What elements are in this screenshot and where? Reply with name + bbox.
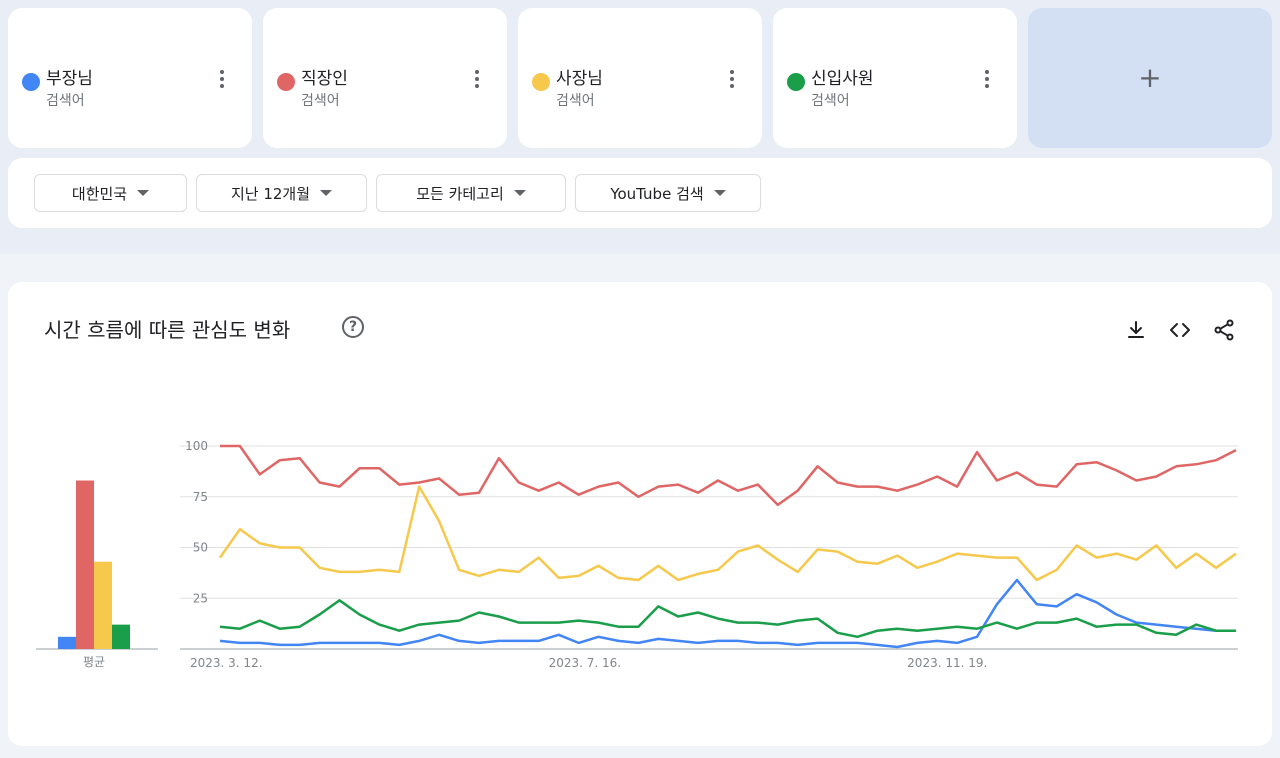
filter-bar: 대한민국 지난 12개월 모든 카테고리 YouTube 검색	[8, 158, 1272, 228]
term-color-dot	[277, 73, 295, 91]
plus-icon: +	[1138, 61, 1162, 94]
region-filter[interactable]: 대한민국	[34, 174, 187, 212]
term-card-3[interactable]: 신입사원 검색어	[773, 8, 1017, 148]
y-tick-label: 25	[193, 591, 208, 605]
series-line-3	[219, 599, 1236, 639]
more-vert-icon[interactable]	[212, 68, 232, 90]
category-filter[interactable]: 모든 카테고리	[376, 174, 566, 212]
share-icon[interactable]	[1212, 318, 1236, 342]
term-type: 검색어	[811, 93, 850, 109]
x-tick-label: 2023. 7. 16.	[549, 656, 622, 670]
average-bar-1	[76, 480, 94, 649]
term-color-dot	[532, 73, 550, 91]
more-vert-icon[interactable]	[977, 68, 997, 90]
y-tick-label: 100	[185, 439, 208, 453]
series-line-0	[219, 578, 1236, 649]
term-card-2[interactable]: 사장님 검색어	[518, 8, 762, 148]
search-type-filter[interactable]: YouTube 검색	[575, 174, 761, 212]
term-color-dot	[787, 73, 805, 91]
average-bar-0	[58, 636, 76, 649]
average-bar-2	[94, 561, 112, 649]
y-tick-label: 75	[193, 490, 208, 504]
time-range-filter-label: 지난 12개월	[230, 184, 311, 203]
caret-down-icon	[513, 190, 526, 196]
term-color-dot	[22, 73, 40, 91]
embed-icon[interactable]	[1168, 318, 1192, 342]
download-icon[interactable]	[1124, 318, 1148, 342]
series-line-2	[218, 485, 1237, 582]
x-tick-label: 2023. 11. 19.	[907, 656, 987, 670]
time-range-filter[interactable]: 지난 12개월	[196, 174, 367, 212]
help-icon[interactable]: ?	[342, 316, 364, 338]
more-vert-icon[interactable]	[722, 68, 742, 90]
average-label: 평균	[83, 655, 105, 669]
term-name[interactable]: 부장님	[46, 69, 93, 89]
term-type: 검색어	[301, 93, 340, 109]
term-name[interactable]: 직장인	[301, 69, 348, 89]
region-filter-label: 대한민국	[71, 184, 128, 203]
series-line-1	[220, 444, 1237, 507]
caret-down-icon	[713, 190, 726, 196]
chart-title: 시간 흐름에 따른 관심도 변화	[44, 318, 291, 342]
category-filter-label: 모든 카테고리	[416, 184, 504, 203]
term-card-1[interactable]: 직장인 검색어	[263, 8, 507, 148]
average-bar-3	[112, 624, 130, 649]
term-type: 검색어	[46, 93, 85, 109]
y-tick-label: 50	[193, 541, 208, 555]
more-vert-icon[interactable]	[467, 68, 487, 90]
interest-over-time-card: 시간 흐름에 따른 관심도 변화 ? 25 50 75 100 2023. 3. 12.…	[8, 282, 1272, 746]
x-tick-label: 2023. 3. 12.	[190, 656, 263, 670]
caret-down-icon	[137, 190, 150, 196]
term-name[interactable]: 신입사원	[811, 69, 874, 89]
term-name[interactable]: 사장님	[556, 69, 603, 89]
search-type-filter-label: YouTube 검색	[610, 184, 704, 203]
interest-chart: 25 50 75 100 2023. 3. 12. 2023. 7. 16. 2023. 1…	[36, 439, 1238, 670]
add-term-button[interactable]: +	[1028, 8, 1272, 148]
term-card-0[interactable]: 부장님 검색어	[8, 8, 252, 148]
term-type: 검색어	[556, 93, 595, 109]
caret-down-icon	[320, 190, 333, 196]
